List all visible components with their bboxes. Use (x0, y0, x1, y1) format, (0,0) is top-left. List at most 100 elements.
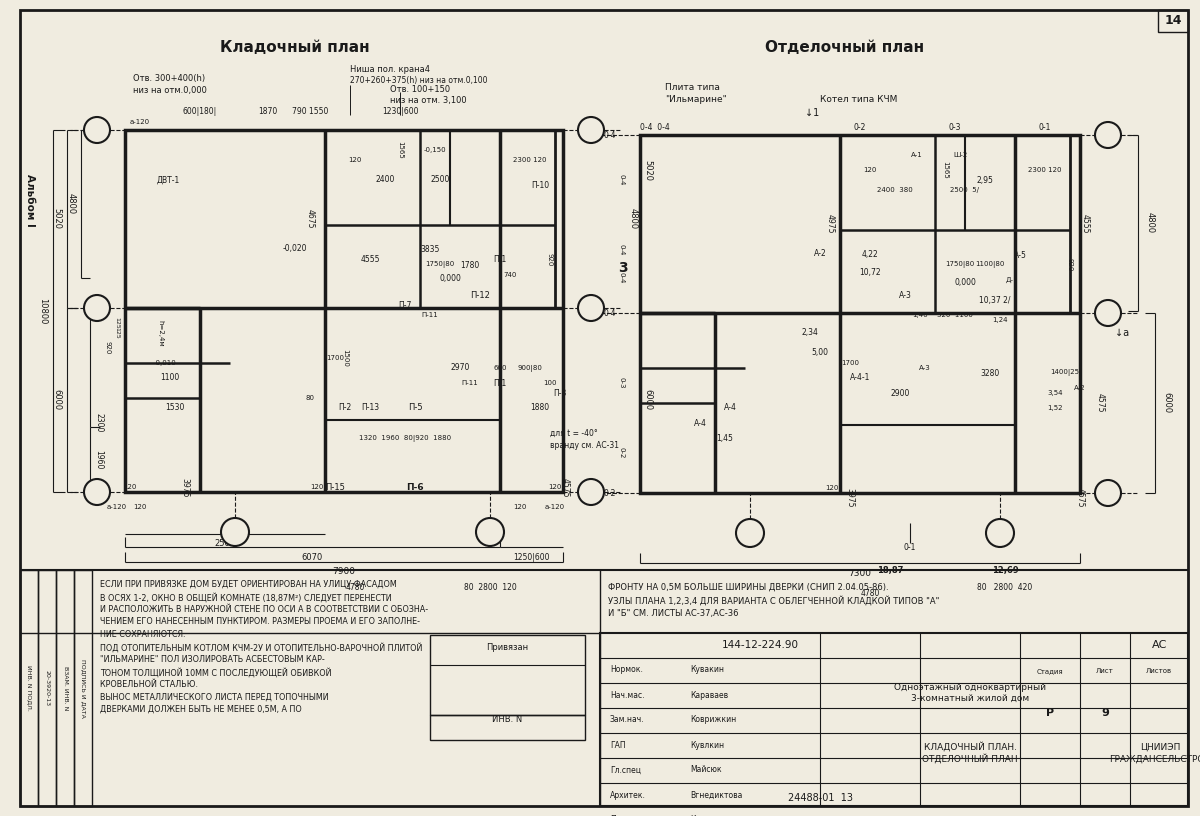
Text: 80  2800  120: 80 2800 120 (463, 583, 516, 592)
Circle shape (1096, 300, 1121, 326)
Text: ИНВ. N ПОДЛ.: ИНВ. N ПОДЛ. (26, 665, 31, 711)
Text: 1750|80: 1750|80 (946, 261, 974, 268)
Text: Коврижкин: Коврижкин (690, 716, 737, 725)
Text: 0,000: 0,000 (439, 273, 461, 282)
Text: 1500: 1500 (342, 349, 348, 367)
Text: П-13: П-13 (361, 403, 379, 413)
Text: А: А (587, 487, 595, 497)
Text: И РАСПОЛОЖИТЬ В НАРУЖНОЙ СТЕНЕ ПО ОСИ А В СООТВЕТСТВИИ С ОБОЗНА-: И РАСПОЛОЖИТЬ В НАРУЖНОЙ СТЕНЕ ПО ОСИ А … (100, 605, 428, 614)
Circle shape (84, 295, 110, 321)
Text: П-6: П-6 (406, 484, 424, 493)
Text: Кладочный план: Кладочный план (220, 41, 370, 55)
Circle shape (986, 519, 1014, 547)
Text: вранду см. АС-31: вранду см. АС-31 (550, 441, 619, 450)
Text: ТОНОМ ТОЛЩИНОЙ 10ММ С ПОСЛЕДУЮЩЕЙ ОБИВКОЙ: ТОНОМ ТОЛЩИНОЙ 10ММ С ПОСЛЕДУЮЩЕЙ ОБИВКО… (100, 667, 331, 677)
Text: Плита типа: Плита типа (665, 82, 720, 91)
Text: Ниша пол. крана4: Ниша пол. крана4 (350, 65, 430, 74)
Text: Привязан: Привязан (486, 644, 528, 653)
Text: -0,020: -0,020 (283, 243, 307, 252)
Text: П-5: П-5 (408, 403, 422, 413)
Text: 1870: 1870 (258, 108, 277, 117)
Text: ИНВ. N: ИНВ. N (492, 716, 522, 725)
Text: 1960: 1960 (95, 450, 103, 470)
Text: 125: 125 (114, 317, 120, 329)
Text: А-4: А-4 (694, 419, 707, 428)
Text: Б: Б (1104, 308, 1112, 318)
Text: низ на отм.0,000: низ на отм.0,000 (133, 86, 206, 95)
Text: 2,95: 2,95 (977, 175, 994, 184)
Text: 1530: 1530 (166, 403, 185, 413)
Text: "ИЛЬМАРИНЕ" ПОЛ ИЗОЛИРОВАТЬ АСБЕСТОВЫМ КАР-: "ИЛЬМАРИНЕ" ПОЛ ИЗОЛИРОВАТЬ АСБЕСТОВЫМ К… (100, 655, 325, 664)
Bar (74, 570, 92, 806)
Text: 4975: 4975 (826, 215, 834, 233)
Text: 1565: 1565 (397, 141, 403, 159)
Text: 120: 120 (348, 157, 361, 163)
Text: 4800: 4800 (629, 208, 637, 229)
Text: Отв. 100+150: Отв. 100+150 (390, 86, 450, 95)
Circle shape (578, 117, 604, 143)
Text: 0-4: 0-4 (604, 308, 617, 317)
Text: И "Б" СМ. ЛИСТЫ АС-37,АС-36: И "Б" СМ. ЛИСТЫ АС-37,АС-36 (608, 609, 738, 618)
Text: Кувлкин: Кувлкин (690, 740, 724, 750)
Text: 1100|80: 1100|80 (976, 261, 1004, 268)
Circle shape (1096, 122, 1121, 148)
Text: "Ильмарине": "Ильмарине" (665, 95, 727, 104)
Text: 10,37 2/: 10,37 2/ (979, 295, 1010, 304)
Text: 2300 120: 2300 120 (1028, 167, 1062, 173)
Text: 4780: 4780 (860, 588, 880, 597)
Text: -0,150: -0,150 (424, 147, 446, 153)
Text: ПОД ОТОПИТЕЛЬНЫМ КОТЛОМ КЧМ-2У И ОТОПИТЕЛЬНО-ВАРОЧНОЙ ПЛИТОЙ: ПОД ОТОПИТЕЛЬНЫМ КОТЛОМ КЧМ-2У И ОТОПИТЕ… (100, 642, 422, 652)
Text: 0-3: 0-3 (949, 122, 961, 131)
Text: Б: Б (92, 303, 101, 313)
Text: 125: 125 (114, 327, 120, 339)
Text: 1230|600: 1230|600 (382, 108, 419, 117)
Text: В: В (587, 125, 595, 135)
Text: А-3: А-3 (919, 365, 931, 371)
Text: 1,24: 1,24 (992, 317, 1008, 323)
Text: Майсюк: Майсюк (690, 765, 721, 774)
Text: 3835: 3835 (420, 246, 439, 255)
Text: ЕСЛИ ПРИ ПРИВЯЗКЕ ДОМ БУДЕТ ОРИЕНТИРОВАН НА УЛИЦУ ФАСАДОМ: ЕСЛИ ПРИ ПРИВЯЗКЕ ДОМ БУДЕТ ОРИЕНТИРОВАН… (100, 580, 397, 589)
Text: 920: 920 (1067, 259, 1073, 272)
Text: 4575: 4575 (560, 478, 570, 498)
Text: 3,54: 3,54 (1048, 390, 1063, 396)
Circle shape (84, 479, 110, 505)
Text: 2500: 2500 (431, 175, 450, 184)
Text: А: А (92, 487, 101, 497)
Text: 1: 1 (230, 526, 239, 539)
Text: а-120: а-120 (130, 119, 150, 125)
Text: 3975: 3975 (846, 488, 854, 508)
Text: 1,45: 1,45 (716, 433, 733, 442)
Text: 1250|600: 1250|600 (514, 552, 550, 561)
Text: а-120: а-120 (545, 504, 565, 510)
Text: 24488-01  13: 24488-01 13 (787, 793, 852, 803)
Text: 0-3: 0-3 (619, 377, 625, 388)
Text: Нормок.: Нормок. (610, 666, 643, 675)
Text: ↓a: ↓a (1115, 328, 1129, 338)
Text: 4675: 4675 (306, 209, 314, 228)
Bar (640, 135, 1080, 493)
Text: 4575: 4575 (1096, 393, 1104, 413)
Text: П-1: П-1 (493, 255, 506, 264)
Text: 0-1: 0-1 (1039, 122, 1051, 131)
Text: А-2: А-2 (1074, 385, 1086, 391)
Text: h=2,4м: h=2,4м (157, 320, 163, 346)
Text: 6070: 6070 (302, 552, 323, 561)
Text: 1880: 1880 (530, 403, 550, 413)
Text: 14: 14 (1164, 15, 1182, 28)
Text: 0-4  0-4: 0-4 0-4 (640, 122, 670, 131)
Text: Котел типа КЧМ: Котел типа КЧМ (820, 95, 898, 104)
Text: П-3: П-3 (553, 388, 566, 397)
Text: П-11: П-11 (421, 312, 438, 318)
Text: Листов: Листов (1146, 668, 1172, 674)
Text: КЛАДОЧНЫЙ ПЛАН.
ОТДЕЛОЧНЫЙ ПЛАН: КЛАДОЧНЫЙ ПЛАН. ОТДЕЛОЧНЫЙ ПЛАН (922, 742, 1018, 764)
Text: 18,87: 18,87 (877, 566, 904, 575)
Text: 100: 100 (544, 380, 557, 386)
Text: 4575: 4575 (1075, 488, 1085, 508)
Text: 0-2: 0-2 (604, 489, 616, 498)
Text: 2400  380: 2400 380 (877, 187, 913, 193)
Text: ФРОНТУ НА 0,5М БОЛЬШЕ ШИРИНЫ ДВЕРКИ (СНИП 2.04.05-86).: ФРОНТУ НА 0,5М БОЛЬШЕ ШИРИНЫ ДВЕРКИ (СНИ… (608, 583, 889, 592)
Text: ВЗАМ. ИНВ. N: ВЗАМ. ИНВ. N (62, 666, 67, 710)
Text: 2300: 2300 (95, 414, 103, 432)
Text: Одноэтажный одноквартирный
3-комнатный жилой дом: Одноэтажный одноквартирный 3-комнатный ж… (894, 683, 1046, 703)
